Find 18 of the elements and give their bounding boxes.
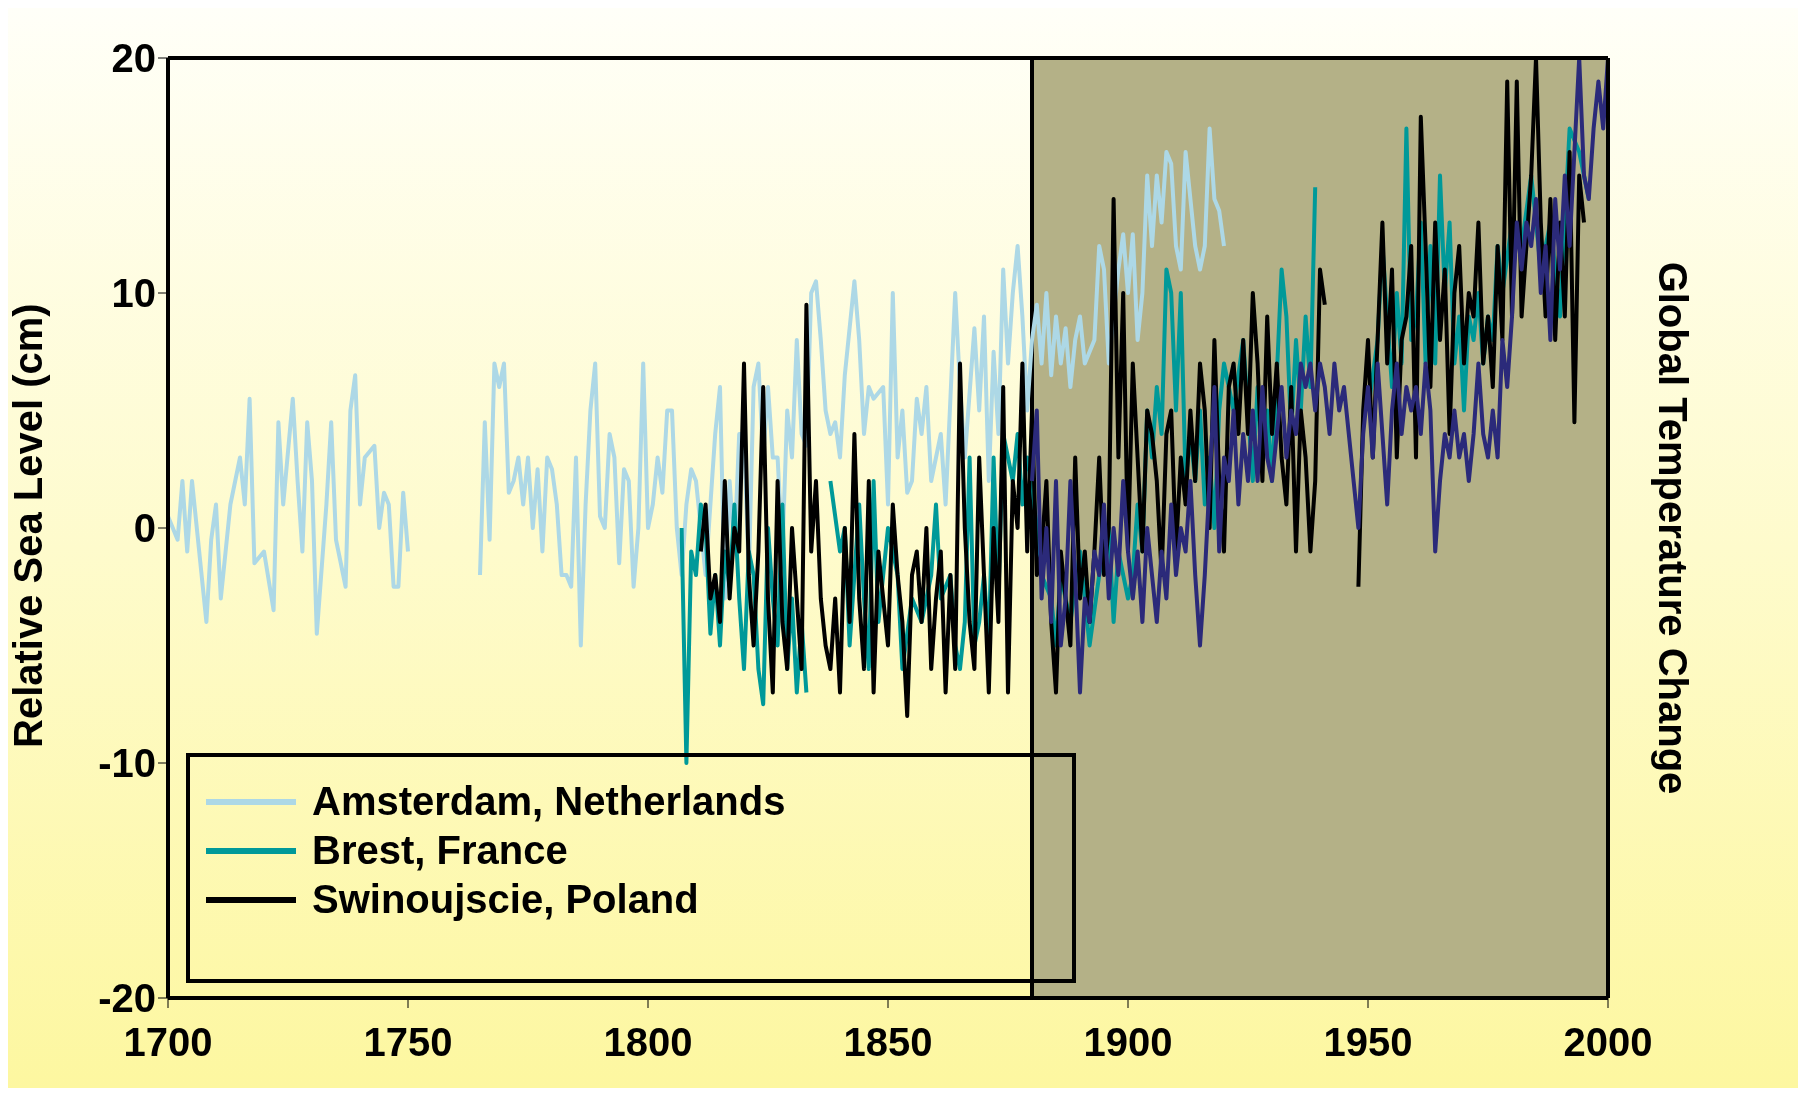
y-tick-label: -20 <box>98 976 156 1021</box>
y-tick-label: -10 <box>98 741 156 786</box>
x-tick-label: 2000 <box>1563 1020 1653 1065</box>
y-tick-label: 20 <box>111 36 156 81</box>
x-tick-label: 1900 <box>1083 1020 1173 1065</box>
y-tick-label: 0 <box>133 506 156 551</box>
y-tick-label: 10 <box>111 271 156 316</box>
legend-label: Swinoujscie, Poland <box>312 877 699 922</box>
x-tick-label: 1800 <box>603 1020 693 1065</box>
y-axis-title: Relative Sea Level (cm) <box>6 303 51 748</box>
legend-label: Brest, France <box>312 828 568 873</box>
x-tick-label: 1700 <box>123 1020 213 1065</box>
x-tick-label: 1850 <box>843 1020 933 1065</box>
line-series <box>1030 58 1608 695</box>
legend-label: Amsterdam, Netherlands <box>312 779 786 824</box>
y2-axis-title: Global Temperature Change <box>1650 261 1695 795</box>
x-tick-label: 1950 <box>1323 1020 1413 1065</box>
x-tick-label: 1750 <box>363 1020 453 1065</box>
